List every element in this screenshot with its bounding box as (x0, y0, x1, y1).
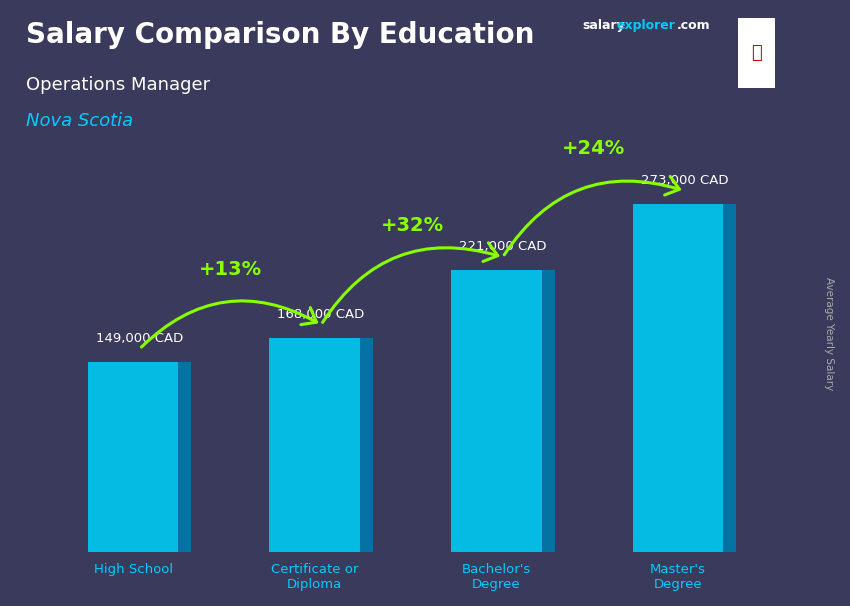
Polygon shape (269, 338, 360, 552)
FancyArrowPatch shape (141, 301, 316, 347)
Polygon shape (451, 270, 541, 552)
Polygon shape (178, 362, 191, 552)
Text: explorer: explorer (616, 19, 675, 32)
Polygon shape (632, 204, 723, 552)
Text: salary: salary (582, 19, 625, 32)
Polygon shape (88, 362, 178, 552)
Text: 168,000 CAD: 168,000 CAD (277, 308, 365, 321)
Text: Operations Manager: Operations Manager (26, 76, 210, 94)
Polygon shape (541, 270, 554, 552)
FancyArrowPatch shape (504, 176, 679, 255)
Text: 149,000 CAD: 149,000 CAD (96, 332, 183, 345)
Text: .com: .com (677, 19, 711, 32)
Text: Average Yearly Salary: Average Yearly Salary (824, 277, 834, 390)
Polygon shape (360, 338, 373, 552)
Text: +32%: +32% (381, 216, 444, 235)
Text: +13%: +13% (199, 261, 262, 279)
Text: 🍁: 🍁 (751, 44, 762, 62)
Text: 273,000 CAD: 273,000 CAD (641, 174, 728, 187)
Text: Salary Comparison By Education: Salary Comparison By Education (26, 21, 534, 49)
Text: Nova Scotia: Nova Scotia (26, 112, 133, 130)
FancyArrowPatch shape (323, 243, 498, 322)
Polygon shape (738, 18, 775, 88)
Text: 221,000 CAD: 221,000 CAD (459, 241, 547, 253)
Polygon shape (723, 204, 736, 552)
Text: +24%: +24% (562, 139, 626, 158)
